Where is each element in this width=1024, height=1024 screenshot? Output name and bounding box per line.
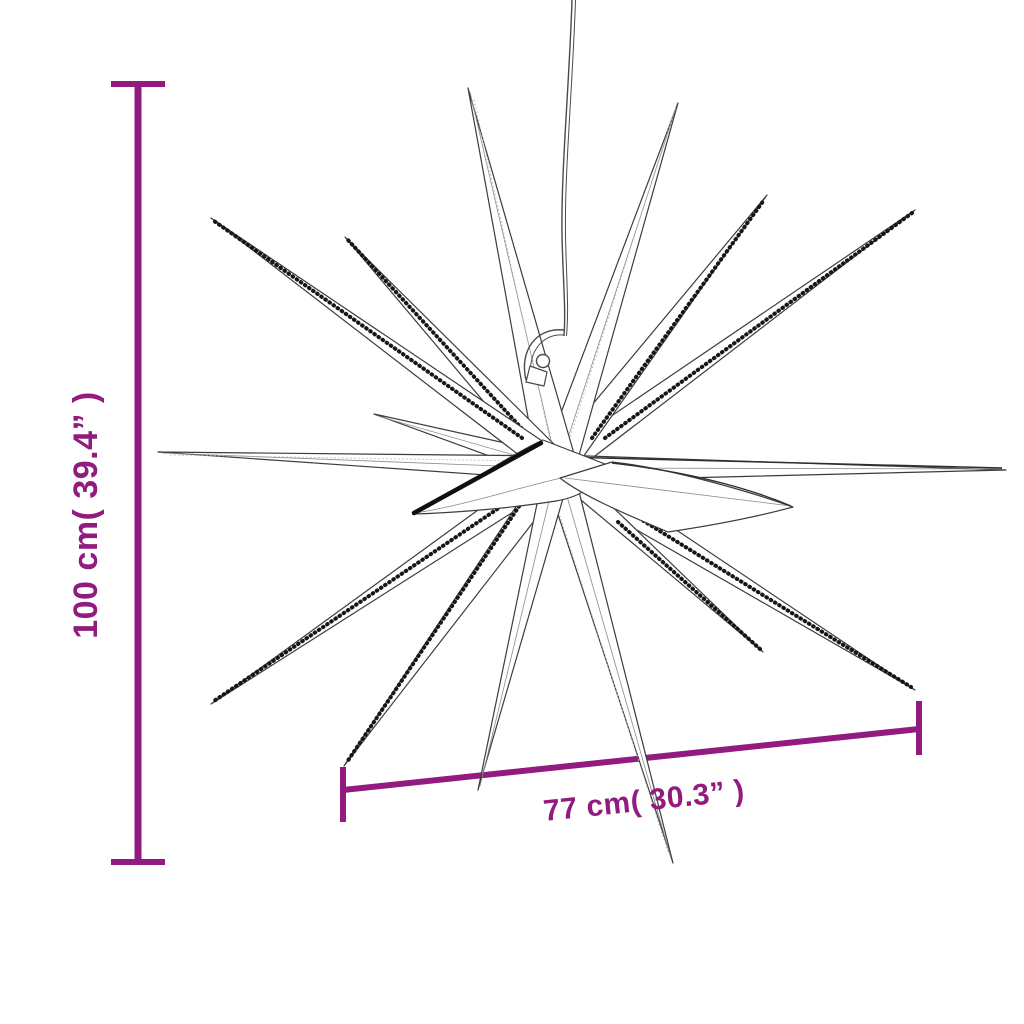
width-dimension-bar bbox=[342, 726, 920, 793]
hanging-cord bbox=[561, 0, 576, 337]
hook-clip-plate bbox=[525, 365, 548, 387]
star-spike-front bbox=[559, 461, 794, 533]
spike-seam bbox=[346, 238, 527, 434]
spike-seam bbox=[411, 440, 544, 516]
width-dimension-label: 77 cm( 30.3” ) bbox=[542, 774, 746, 828]
spike-seam bbox=[590, 198, 766, 440]
spike-seam bbox=[212, 493, 520, 703]
star-illustration bbox=[157, 87, 1007, 864]
height-dimension-label: 100 cm( 39.4” ) bbox=[67, 391, 105, 639]
spike-seam bbox=[345, 500, 524, 764]
spike-seam bbox=[212, 219, 524, 440]
spike-seam bbox=[603, 495, 913, 689]
hook-clip bbox=[523, 329, 565, 387]
spike-seam bbox=[603, 211, 914, 440]
spike-seam bbox=[616, 520, 762, 651]
hook-ring bbox=[535, 353, 551, 369]
height-dimension-line bbox=[111, 81, 165, 865]
width-dimension-line bbox=[340, 701, 922, 822]
